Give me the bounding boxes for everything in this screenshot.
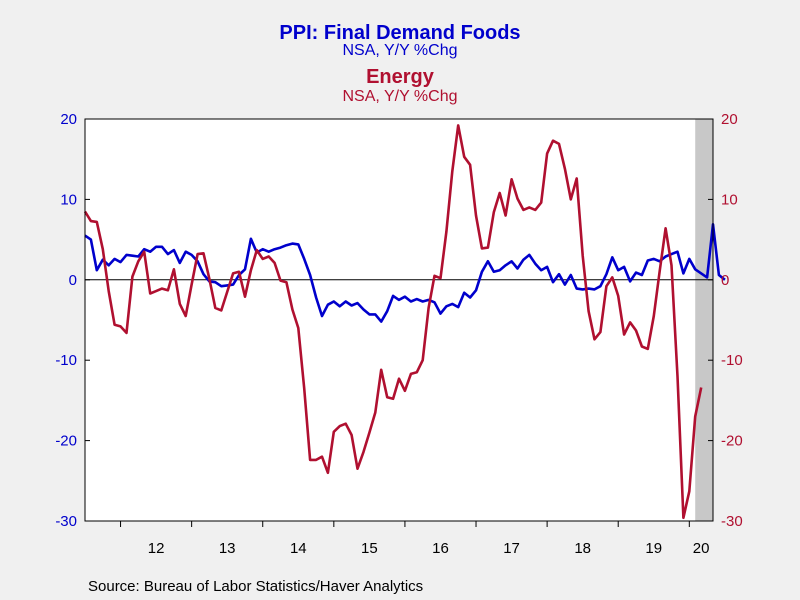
plot-frame bbox=[84, 118, 714, 522]
plot-area: -30 -20 -10 0 10 20 -30 -20 -10 0 10 20 12 13 14 15 16 17… bbox=[55, 111, 742, 557]
chart-subtitle-foods: NSA, Y/Y %Chg bbox=[342, 42, 457, 59]
y-tick-label-left: 10 bbox=[60, 191, 77, 208]
y-tick-label-left: -30 bbox=[55, 513, 77, 530]
x-tick-label: 15 bbox=[361, 540, 378, 557]
y-tick-label-right: -30 bbox=[721, 513, 743, 530]
y-tick-label-right: 0 bbox=[721, 272, 729, 289]
y-tick-label-left: -20 bbox=[55, 433, 77, 450]
y-tick-label-right: -20 bbox=[721, 433, 743, 450]
series-line-foods bbox=[84, 223, 726, 323]
y-tick-label-right: 20 bbox=[721, 111, 738, 128]
y-tick-label-left: -10 bbox=[55, 352, 77, 369]
x-tick-label: 12 bbox=[148, 540, 165, 557]
series-line-energy bbox=[83, 124, 703, 520]
x-tick-label: 20 bbox=[693, 540, 710, 557]
y-tick-label-right: -10 bbox=[721, 352, 743, 369]
recession-shading bbox=[695, 119, 713, 521]
x-tick-label: 18 bbox=[574, 540, 591, 557]
y-tick-label-left: 0 bbox=[69, 272, 77, 289]
x-tick-label: 14 bbox=[290, 540, 307, 557]
x-tick-label: 13 bbox=[219, 540, 236, 557]
chart-title-foods: PPI: Final Demand Foods bbox=[279, 22, 520, 44]
chart-title-energy: Energy bbox=[366, 66, 435, 88]
x-tick-label: 19 bbox=[645, 540, 662, 557]
y-tick-label-right: 10 bbox=[721, 191, 738, 208]
chart-subtitle-energy: NSA, Y/Y %Chg bbox=[342, 88, 457, 105]
x-tick-label: 16 bbox=[432, 540, 449, 557]
y-tick-label-left: 20 bbox=[60, 111, 77, 128]
source-note: Source: Bureau of Labor Statistics/Haver… bbox=[88, 578, 423, 595]
x-tick-label: 17 bbox=[503, 540, 520, 557]
plot-background bbox=[85, 119, 713, 521]
